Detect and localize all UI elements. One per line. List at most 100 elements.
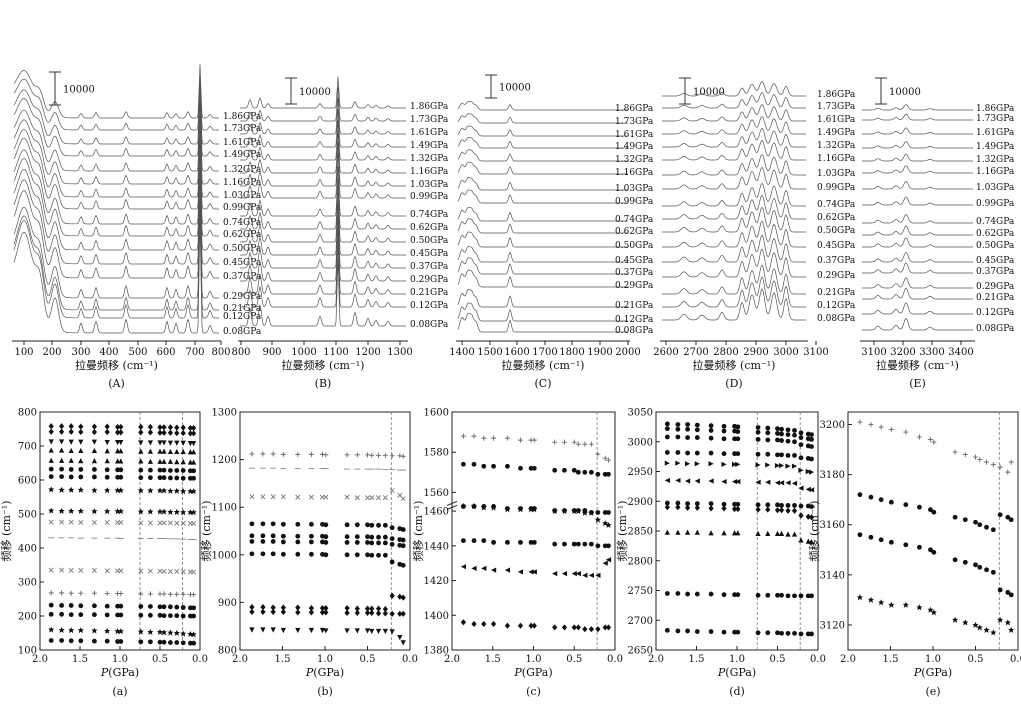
data-point [118,429,124,436]
data-point [78,467,84,472]
data-point [376,522,381,528]
pressure-label: 0.21GPa [410,288,449,298]
data-point [167,424,173,431]
x-axis-title-symbol: P [913,666,922,679]
data-point [721,436,727,442]
data-point [59,439,65,445]
y-tick-label: 2750 [628,586,653,597]
data-point [878,497,884,503]
x-tick-label: 1000 [291,347,316,358]
pressure-label: 0.29GPa [410,275,449,285]
data-point [157,424,163,431]
data-point [191,521,197,527]
data-point [721,461,727,467]
data-point [115,429,121,436]
data-point [798,503,804,509]
data-point [805,486,811,492]
pressure-label: 0.99GPa [410,192,449,202]
data-point [382,522,388,528]
pressure-label: 0.62GPa [615,227,654,237]
x-axis-title-unit: (GPa) [921,666,952,679]
spectrum-trace [862,104,973,111]
spectrum-trace [662,206,806,233]
data-point [400,543,406,549]
data-point [138,520,144,526]
data-point [774,530,781,536]
data-point [517,437,523,443]
pressure-label: 1.03GPa [817,169,856,179]
data-point [857,492,863,498]
data-point [798,537,804,543]
data-point [694,461,700,467]
data-point [91,627,98,634]
x-tick-label: 0.5 [152,654,168,665]
pressure-label: 0.21GPa [817,288,856,298]
data-point [694,501,700,507]
pressure-label: 1.73GPa [223,124,262,134]
scale-bar-label: 10000 [499,83,531,94]
data-point [774,480,781,486]
data-point [48,590,54,596]
data-point [785,630,791,636]
data-point [382,534,388,540]
data-point [344,494,350,500]
data-point [997,464,1003,470]
data-point [59,567,65,573]
data-point [68,428,74,435]
data-point [118,603,124,609]
y-axis-title: 频移 (cm⁻¹) [199,501,213,562]
pressure-label: 1.32GPa [976,155,1015,165]
x-tick-label: 3100 [861,347,886,358]
data-point [675,422,681,427]
x-tick-label: 0.0 [810,654,826,665]
data-point [147,448,153,454]
data-point [323,605,329,612]
data-point [575,469,581,475]
data-point [808,514,815,521]
pressure-label: 0.99GPa [615,197,654,207]
data-point [735,501,741,507]
y-tick-label: 1380 [424,646,449,657]
data-point [775,426,780,432]
data-point [721,530,727,536]
scatter-panel-e: 2.0 1.5 1.0 0.5 0.0 3120 3140 3160 3180 3200 频移 (c… [807,411,1021,698]
scale-bar-label: 10000 [299,87,331,98]
data-point [517,569,524,575]
data-point [369,605,375,612]
data-point [765,506,771,513]
data-point [115,423,121,431]
spectrum-trace [862,287,973,300]
x-tick-label: 100 [14,347,33,358]
data-point [180,591,186,597]
data-point [775,592,780,598]
data-point [118,423,124,431]
data-point [582,541,588,547]
data-point [157,458,163,464]
x-axis-title: 拉曼频移 (cm⁻¹) [876,358,959,372]
data-point [91,423,97,430]
data-point [792,428,797,433]
data-point [68,467,74,472]
data-point [977,522,983,528]
pressure-label: 0.62GPa [410,223,449,233]
data-point [798,512,804,519]
data-point [931,549,937,555]
x-tick-label: 1700 [532,347,557,358]
data-point [735,451,741,457]
data-point [928,507,933,513]
data-point [365,452,370,458]
data-point [148,604,153,609]
data-point [59,447,65,453]
data-point [270,604,276,611]
data-point [323,534,329,540]
data-point [575,508,581,513]
data-point [582,508,588,513]
data-point [481,620,487,628]
data-point [280,627,286,634]
data-point [808,487,815,493]
data-point [805,538,811,544]
data-point [755,429,761,435]
data-point [191,424,197,432]
pressure-label: 1.16GPa [817,154,856,164]
x-tick-label: 1.0 [317,654,333,665]
